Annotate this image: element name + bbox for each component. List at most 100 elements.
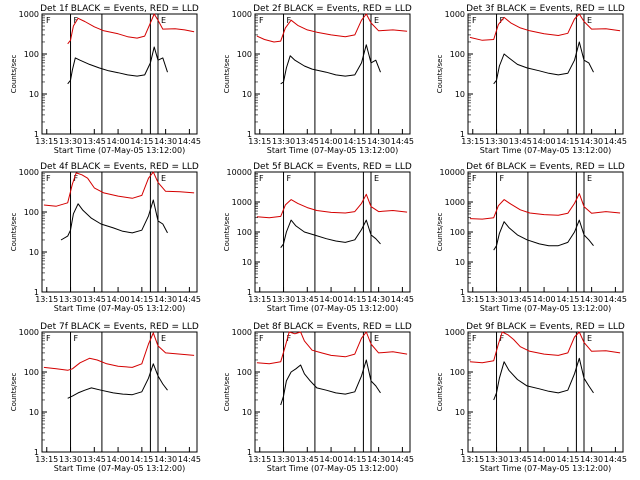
x-tick-label: 14:15 <box>343 295 366 304</box>
x-tick-label: 13:15 <box>461 137 484 146</box>
region-marker: F <box>472 174 477 183</box>
y-tick-label: 10 <box>455 408 465 417</box>
region-marker: E <box>374 334 379 343</box>
panel-det-3: Det 3f BLACK = Events, RED = LLD 1 10 100 10… <box>436 4 627 155</box>
y-tick-label: 1 <box>247 288 252 297</box>
x-tick-label: 13:45 <box>509 455 532 464</box>
y-tick-label: 1000 <box>445 328 465 337</box>
x-tick-label: 13:30 <box>272 455 295 464</box>
x-tick-label: 14:15 <box>343 455 366 464</box>
y-axis-label: Counts/sec <box>10 55 18 94</box>
x-tick-label: 14:45 <box>391 455 414 464</box>
series-events-line <box>60 199 168 241</box>
region-marker: E <box>374 174 379 183</box>
x-tick-label: 13:15 <box>248 137 271 146</box>
region-marker: F <box>74 16 79 25</box>
x-tick-label: 13:15 <box>461 295 484 304</box>
x-tick-label: 13:30 <box>485 295 508 304</box>
x-tick-label: 13:45 <box>83 455 106 464</box>
region-marker: E <box>161 174 166 183</box>
y-tick-label: 100 <box>450 228 465 237</box>
region-marker: F <box>500 334 505 343</box>
x-tick-label: 14:00 <box>107 295 130 304</box>
panel-det-7: Det 7f BLACK = Events, RED = LLD 1 10 100 10… <box>10 322 201 473</box>
y-tick-label: 100 <box>24 50 39 59</box>
panel-title: Det 4f BLACK = Events, RED = LLD <box>40 162 199 172</box>
region-marker: F <box>46 334 51 343</box>
y-tick-label: 10 <box>242 258 252 267</box>
region-marker: F <box>500 174 505 183</box>
y-tick-label: 100 <box>237 50 252 59</box>
plot-frame <box>41 171 198 293</box>
y-tick-label: 10 <box>29 248 39 257</box>
x-tick-label: 14:15 <box>130 455 153 464</box>
x-tick-label: 13:15 <box>35 137 58 146</box>
series-events-line <box>67 363 168 399</box>
y-axis-label: Counts/sec <box>223 373 231 412</box>
y-tick-label: 1 <box>34 288 39 297</box>
x-tick-label: 14:45 <box>604 137 627 146</box>
x-tick-label: 14:15 <box>343 137 366 146</box>
x-tick-label: 14:30 <box>367 455 390 464</box>
x-tick-label: 14:00 <box>320 137 343 146</box>
series-lld-line <box>256 331 408 365</box>
x-tick-label: 13:15 <box>35 455 58 464</box>
x-tick-label: 13:15 <box>35 295 58 304</box>
x-axis-label: Start Time (07-May-05 13:12:00) <box>267 464 398 473</box>
y-tick-label: 100 <box>450 368 465 377</box>
x-tick-label: 13:45 <box>509 137 532 146</box>
region-marker: F <box>259 334 264 343</box>
x-tick-label: 13:30 <box>59 137 82 146</box>
region-marker: F <box>287 334 292 343</box>
x-tick-label: 14:00 <box>533 455 556 464</box>
panel-title: Det 7f BLACK = Events, RED = LLD <box>40 322 199 332</box>
x-tick-label: 13:30 <box>485 137 508 146</box>
x-axis-label: Start Time (07-May-05 13:12:00) <box>480 146 611 155</box>
region-marker: E <box>587 174 592 183</box>
x-tick-label: 14:30 <box>580 137 603 146</box>
y-axis-label: Counts/sec <box>10 213 18 252</box>
panel-det-2: Det 2f BLACK = Events, RED = LLD 1 10 100 10… <box>223 4 414 155</box>
panel-title: Det 5f BLACK = Events, RED = LLD <box>253 162 412 172</box>
x-tick-label: 14:45 <box>604 455 627 464</box>
panel-title: Det 3f BLACK = Events, RED = LLD <box>466 4 625 14</box>
plot-frame <box>467 331 624 453</box>
plot-frame <box>254 13 411 135</box>
x-tick-label: 14:00 <box>320 455 343 464</box>
series-events-line <box>280 44 381 85</box>
y-tick-label: 1 <box>460 288 465 297</box>
x-tick-label: 14:30 <box>154 137 177 146</box>
series-events-line <box>493 357 594 401</box>
y-tick-label: 100 <box>24 208 39 217</box>
y-tick-label: 100 <box>24 368 39 377</box>
x-tick-label: 13:45 <box>83 137 106 146</box>
x-axis-label: Start Time (07-May-05 13:12:00) <box>54 464 185 473</box>
y-tick-label: 1000 <box>19 168 39 177</box>
panel-title: Det 1f BLACK = Events, RED = LLD <box>40 4 199 14</box>
x-tick-label: 13:30 <box>59 295 82 304</box>
plot-frame <box>254 331 411 453</box>
series-lld-line <box>43 171 195 207</box>
y-tick-label: 100 <box>237 368 252 377</box>
x-axis-label: Start Time (07-May-05 13:12:00) <box>480 464 611 473</box>
x-tick-label: 13:45 <box>83 295 106 304</box>
panel-det-8: Det 8f BLACK = Events, RED = LLD 1 10 100 10… <box>223 322 414 473</box>
panel-det-1: Det 1f BLACK = Events, RED = LLD 1 10 100 10… <box>10 4 201 155</box>
y-tick-label: 10 <box>242 408 252 417</box>
y-axis-label: Counts/sec <box>10 373 18 412</box>
region-marker: F <box>287 16 292 25</box>
y-tick-label: 1000 <box>445 10 465 19</box>
x-tick-label: 14:00 <box>107 137 130 146</box>
x-tick-label: 14:00 <box>533 137 556 146</box>
x-tick-label: 14:15 <box>556 455 579 464</box>
region-marker: F <box>259 16 264 25</box>
series-events-line <box>493 41 594 85</box>
y-tick-label: 1 <box>247 130 252 139</box>
x-tick-label: 14:30 <box>580 295 603 304</box>
y-tick-label: 1000 <box>232 328 252 337</box>
series-lld-line <box>256 193 408 219</box>
series-events-line <box>280 359 381 406</box>
region-marker: F <box>46 16 51 25</box>
series-events-line <box>280 219 381 248</box>
panel-title: Det 2f BLACK = Events, RED = LLD <box>253 4 412 14</box>
